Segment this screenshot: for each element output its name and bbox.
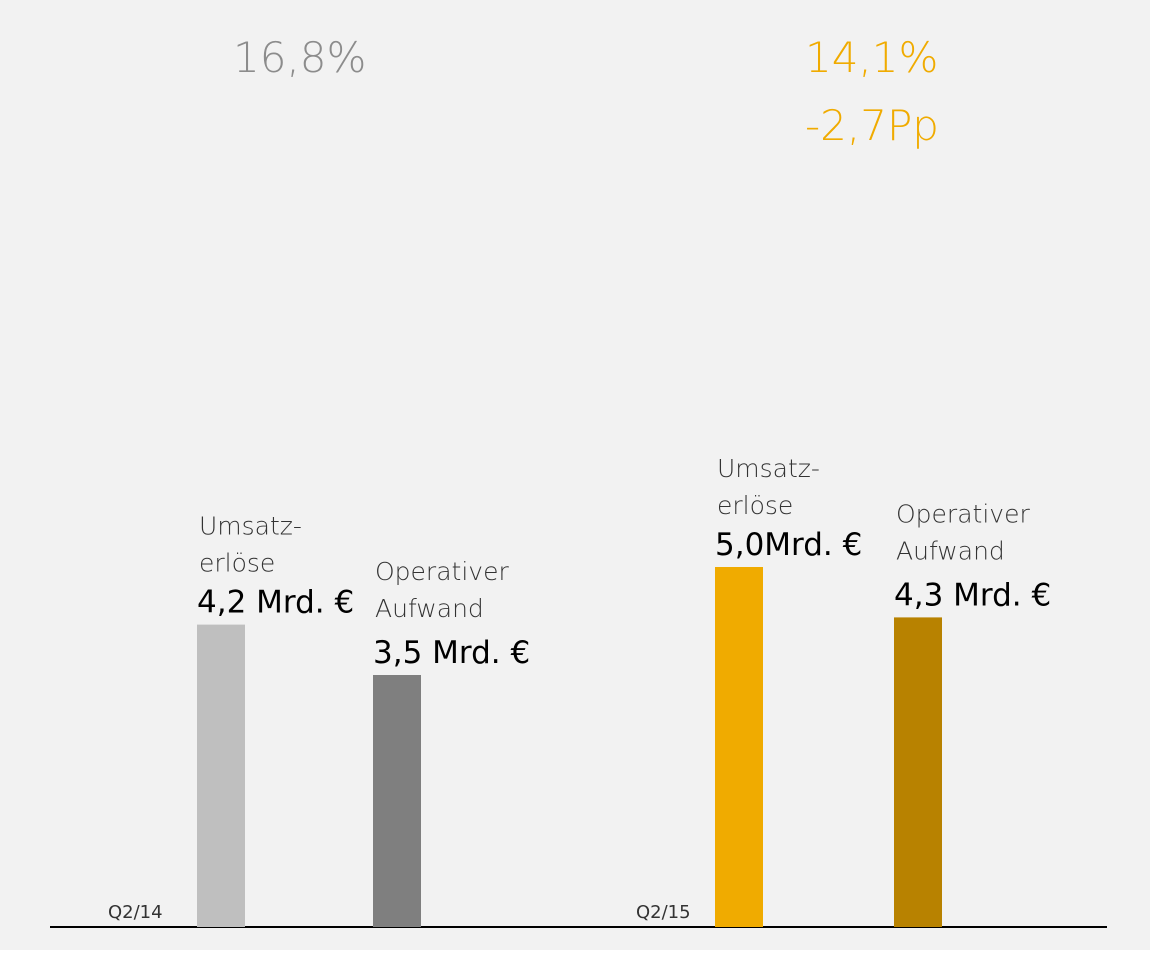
bar [373,675,421,927]
annotation: 16,8% [233,33,366,82]
value-label: 4,3 Mrd. € [894,577,1051,613]
value-label: 5,0Mrd. € [715,527,862,563]
bar [197,624,245,927]
bar [894,617,942,927]
series-name: Umsatz- [199,512,302,541]
series-name: Umsatz- [717,454,820,483]
category-label: Q2/15 [636,902,691,923]
series-name: erlöse [717,491,793,520]
series-name: Aufwand [375,594,484,623]
category-label: Q2/14 [108,902,163,923]
value-label: 4,2 Mrd. € [197,585,354,621]
annotation: -2,7Pp [805,101,939,150]
series-name: erlöse [199,549,275,578]
bar [715,567,763,927]
series-name: Operativer [896,499,1030,528]
value-label: 3,5 Mrd. € [373,635,530,671]
annotation: 14,1% [805,33,938,82]
series-name: Aufwand [896,536,1005,565]
series-name: Operativer [375,557,509,586]
